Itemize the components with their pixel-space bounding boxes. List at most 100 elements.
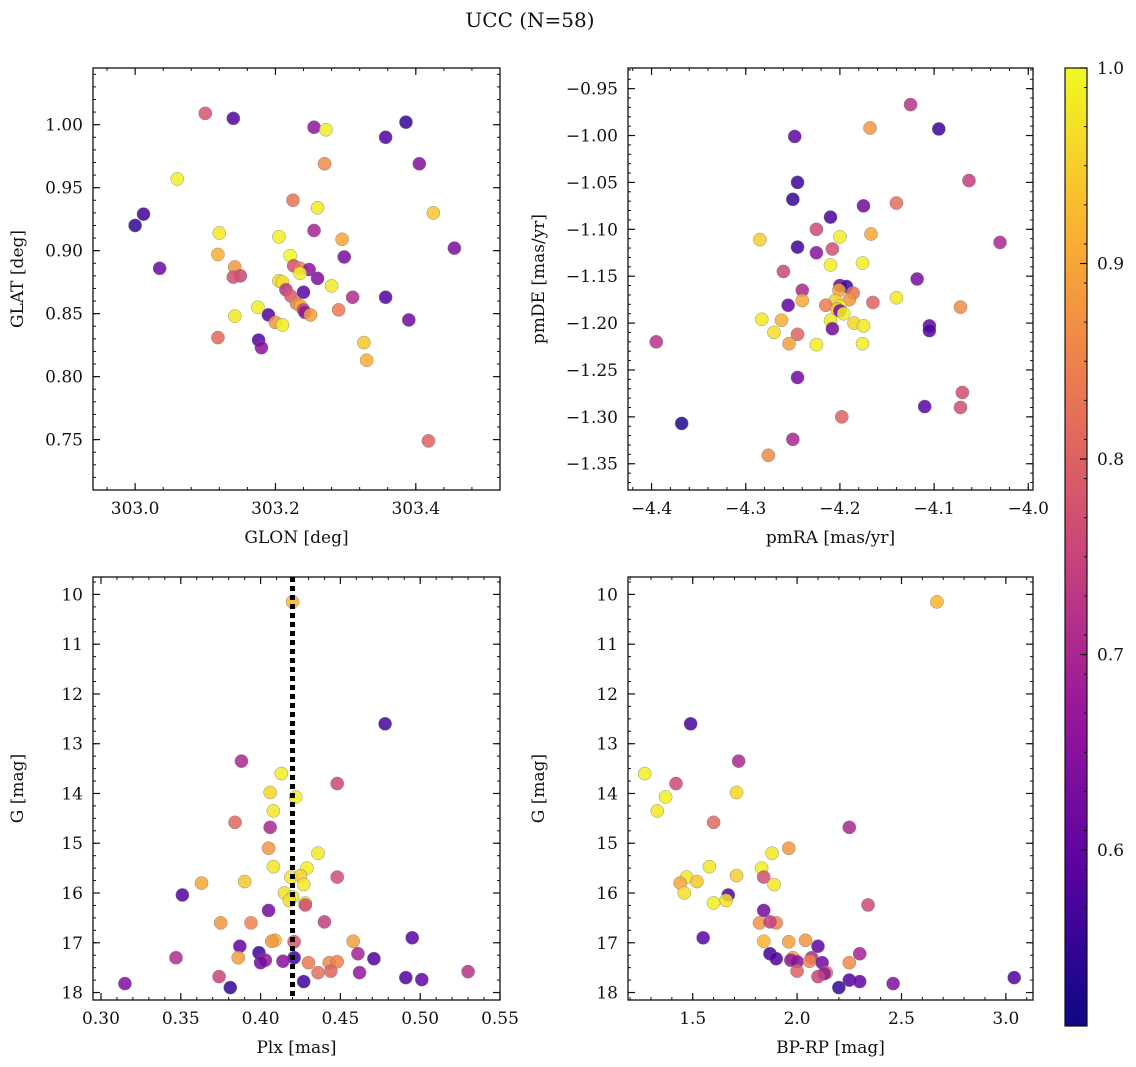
scatter-point — [227, 309, 242, 323]
y-tick-label: 17 — [596, 934, 618, 954]
scatter-point — [266, 804, 281, 818]
scatter-point — [677, 886, 692, 900]
x-axis-label: Plx [mas] — [256, 1038, 336, 1058]
scatter-point — [776, 264, 791, 279]
y-tick-label: 15 — [596, 834, 618, 854]
figure-title: UCC (N=58) — [465, 8, 594, 32]
x-tick-label: 303.0 — [111, 499, 160, 519]
scatter-point — [842, 292, 857, 307]
x-tick-label: 0.55 — [481, 1009, 519, 1029]
scatter-panel: −4.4 −4.3 −4.2 −4.1 −4.0 −1.35 −1.30 −1.25 −1.20… — [529, 67, 1049, 548]
colorbar-gradient — [1064, 67, 1088, 1027]
y-axis-label: G [mag] — [529, 754, 549, 823]
x-tick-label: 0.35 — [162, 1009, 200, 1029]
y-tick-label: 16 — [596, 884, 618, 904]
scatter-point — [198, 106, 213, 121]
scatter-point — [261, 903, 276, 918]
scatter-point — [272, 229, 286, 244]
scatter-point — [414, 972, 429, 987]
scatter-point — [953, 400, 968, 415]
scatter-point — [324, 964, 338, 978]
scatter-point — [399, 970, 413, 985]
y-axis-label: GLAT [deg] — [8, 230, 28, 328]
scatter-point — [228, 815, 242, 830]
x-tick-label: 2.5 — [888, 1009, 915, 1029]
x-tick-label: −4.4 — [631, 499, 672, 519]
x-tick-label: −4.1 — [913, 499, 954, 519]
scatter-point — [264, 934, 279, 949]
y-tick-label: 0.90 — [45, 242, 83, 262]
scatter-point — [296, 877, 311, 892]
colorbar-tick-label: 0.7 — [1097, 646, 1124, 666]
scatter-point — [310, 271, 325, 286]
scatter-point — [856, 199, 871, 213]
scatter-point — [254, 340, 269, 355]
scatter-point — [337, 250, 352, 264]
x-tick-label: 0.45 — [321, 1009, 359, 1029]
y-tick-label: −1.30 — [566, 408, 618, 428]
y-axis-label: G [mag] — [8, 754, 28, 823]
scatter-point — [251, 300, 265, 315]
scatter-point — [962, 173, 976, 188]
scatter-point — [175, 888, 190, 902]
x-axis-label: pmRA [mas/yr] — [766, 528, 895, 548]
scatter-point — [303, 308, 318, 322]
scatter-point — [706, 815, 721, 830]
scatter-point — [637, 766, 652, 781]
scatter-point — [702, 859, 717, 874]
scatter-point — [910, 272, 924, 286]
scatter-point — [825, 321, 840, 336]
y-tick-label: 10 — [61, 585, 83, 605]
scatter-point — [811, 939, 825, 954]
scatter-point — [781, 841, 796, 856]
x-tick-label: 0.50 — [401, 1009, 439, 1029]
x-tick-label: −4.0 — [1008, 499, 1049, 519]
y-tick-label: 11 — [61, 635, 83, 655]
scatter-point — [233, 939, 247, 954]
scatter-point — [790, 370, 805, 385]
y-tick-label: −1.35 — [566, 455, 618, 475]
scatter-point — [832, 980, 846, 995]
scatter-point — [649, 335, 664, 349]
scatter-point — [729, 868, 744, 883]
y-tick-label: 16 — [61, 884, 83, 904]
scatter-point — [378, 717, 392, 731]
scatter-panel: 0.30 0.35 0.40 0.45 0.50 0.55 10 11 12 13 14 15 16 17… — [8, 576, 519, 1058]
scatter-point — [669, 776, 683, 791]
scatter-point — [932, 122, 946, 136]
scatter-point — [774, 313, 789, 328]
y-tick-label: −1.10 — [566, 220, 618, 240]
scatter-point — [330, 776, 345, 791]
scatter-point — [761, 448, 776, 463]
y-tick-label: 18 — [596, 984, 618, 1004]
plot-frame — [92, 576, 501, 1001]
scatter-point — [889, 196, 904, 210]
scatter-point — [866, 295, 880, 310]
y-tick-label: −1.25 — [566, 361, 618, 381]
scatter-point — [787, 129, 802, 144]
scatter-point — [756, 903, 771, 918]
scatter-point — [855, 336, 870, 351]
scatter-point — [244, 916, 258, 930]
scatter-point — [276, 954, 290, 968]
x-axis-label: BP-RP [mag] — [776, 1038, 885, 1058]
scatter-point — [842, 820, 857, 835]
scatter-point — [756, 934, 771, 949]
y-tick-label: 11 — [596, 635, 618, 655]
y-tick-label: 12 — [596, 685, 618, 705]
scatter-point — [836, 306, 851, 321]
scatter-point — [275, 318, 290, 332]
scatter-point — [719, 893, 733, 908]
scatter-point — [231, 950, 246, 965]
scatter-point — [767, 877, 781, 892]
y-tick-label: 14 — [61, 784, 83, 804]
scatter-point — [461, 964, 475, 979]
scatter-point — [754, 312, 769, 327]
scatter-point — [298, 898, 313, 912]
colorbar-tick-label: 1.0 — [1097, 59, 1124, 79]
scatter-point — [351, 946, 365, 961]
scatter-panel: 1.5 2.0 2.5 3.0 10 11 12 13 14 15 16 17 18 BP-RP [mag… — [529, 576, 1034, 1058]
scatter-point — [345, 290, 360, 305]
y-tick-label: 0.85 — [45, 305, 83, 325]
scatter-point — [855, 256, 870, 270]
